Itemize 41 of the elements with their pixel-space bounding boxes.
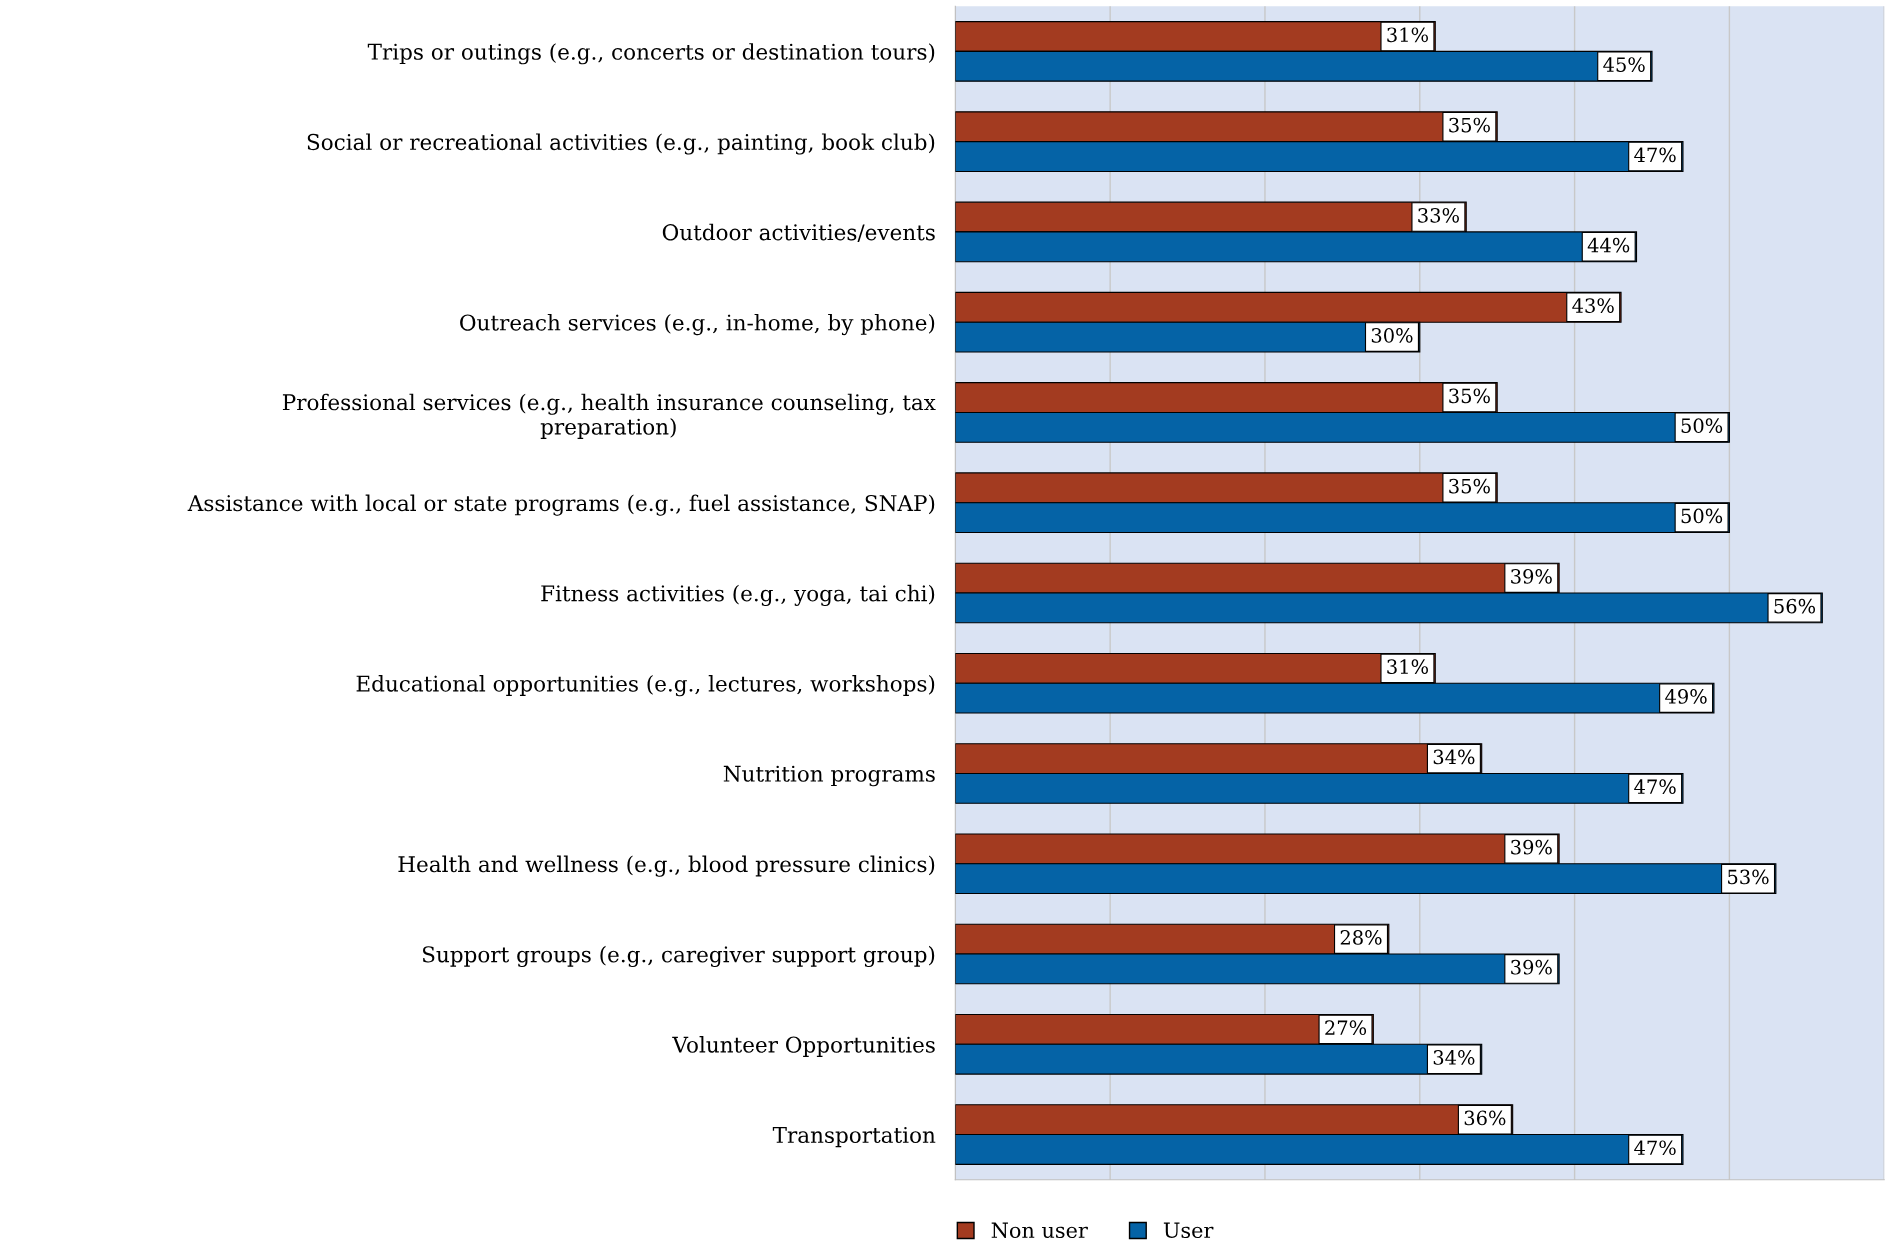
data-label: 44% <box>1587 237 1630 253</box>
data-label: 35% <box>1449 388 1490 404</box>
legend-label: Non user <box>991 1222 1088 1239</box>
data-label: 39% <box>1511 959 1552 975</box>
data-label: 39% <box>1511 569 1552 584</box>
y-tick-label: Nutrition programs <box>723 765 935 787</box>
data-label: 27% <box>1325 1020 1367 1036</box>
data-label: 49% <box>1665 689 1707 704</box>
data-label: 31% <box>1387 27 1428 43</box>
data-label: 39% <box>1511 839 1552 855</box>
y-tick-label: Fitness activities (e.g., yoga, tai chi) <box>541 584 935 606</box>
y-tick-label: Professional services (e.g., health insurance counseling, tax preparation) <box>282 393 936 439</box>
y-tick-label: Health and wellness (e.g., blood pressure clinics) <box>398 855 935 877</box>
data-label: 31% <box>1387 659 1428 674</box>
data-label: 53% <box>1728 869 1769 885</box>
data-label: 50% <box>1681 418 1723 433</box>
data-label: 56% <box>1774 598 1816 614</box>
y-tick-label: Outdoor activities/events <box>662 223 935 243</box>
data-label: 35% <box>1449 117 1490 133</box>
data-label: 47% <box>1634 1140 1676 1156</box>
y-tick-label: Social or recreational activities (e.g., painting, book club) <box>307 133 935 155</box>
y-tick-label: Transportation <box>772 1126 936 1148</box>
data-label: 35% <box>1449 478 1490 494</box>
data-label: 34% <box>1433 749 1475 765</box>
data-label: 34% <box>1433 1050 1475 1065</box>
data-label: 47% <box>1634 779 1676 795</box>
data-label: 28% <box>1340 930 1382 945</box>
y-tick-label: Support groups (e.g., caregiver support group) <box>423 945 935 967</box>
y-tick-label: Volunteer Opportunities <box>672 1036 935 1057</box>
legend-label: User <box>1163 1222 1214 1239</box>
data-label: 47% <box>1634 147 1676 163</box>
y-tick-label: Assistance with local or state programs (e.g., fuel assistance, SNAP) <box>187 494 935 516</box>
data-label: 50% <box>1681 508 1723 524</box>
data-label: 33% <box>1418 207 1459 223</box>
y-tick-label: Educational opportunities (e.g., lectures, workshops) <box>356 675 935 697</box>
data-label: 43% <box>1572 298 1614 313</box>
y-tick-label: Outreach services (e.g., in-home, by phone) <box>460 314 935 336</box>
y-tick-label: Trips or outings (e.g., concerts or destination tours) <box>367 43 935 65</box>
data-label: 45% <box>1603 57 1645 72</box>
data-label: 30% <box>1371 328 1413 343</box>
data-label: 36% <box>1464 1110 1506 1126</box>
